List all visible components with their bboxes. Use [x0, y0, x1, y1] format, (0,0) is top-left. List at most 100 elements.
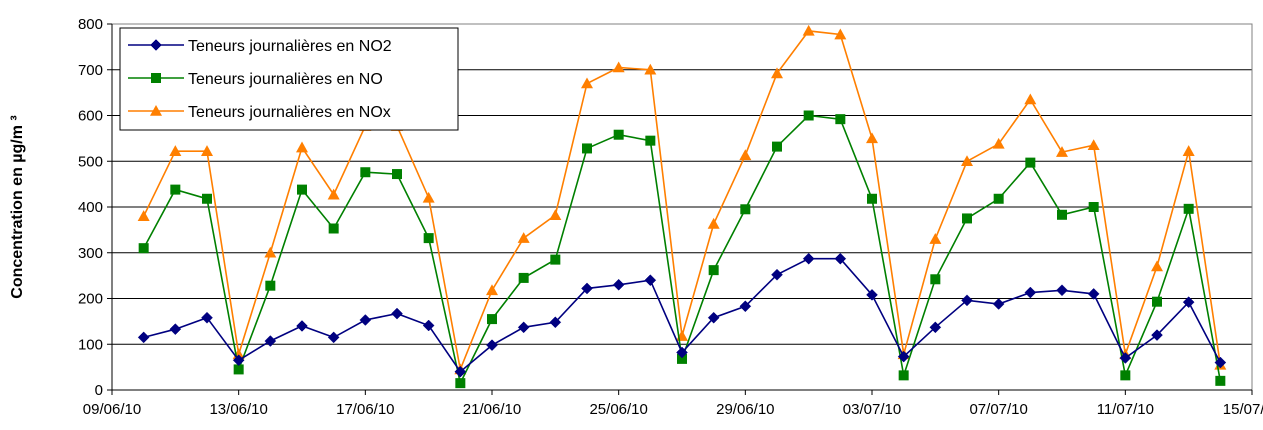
data-point-square [423, 233, 434, 244]
data-point-diamond [232, 354, 245, 367]
data-point-diamond [676, 346, 688, 359]
data-point-triangle [486, 284, 498, 296]
legend-item: Teneurs journalières en NOx [128, 104, 391, 121]
data-point-square [993, 193, 1004, 204]
x-tick-label: 07/07/10 [969, 401, 1027, 418]
legend-label: Teneurs journalières en NOx [188, 104, 391, 121]
series-layer [137, 24, 1227, 389]
data-point-triangle [802, 24, 815, 36]
data-point-triangle [771, 67, 783, 79]
data-point-diamond [707, 311, 720, 324]
x-tick-label: 03/07/10 [843, 401, 901, 418]
data-point-diamond [359, 314, 372, 326]
data-point-diamond [137, 331, 150, 344]
data-point-square [930, 274, 941, 285]
data-point-triangle [961, 155, 973, 167]
data-point-square [360, 167, 371, 178]
data-point-diamond [866, 288, 878, 301]
data-point-square [1183, 203, 1194, 214]
data-point-diamond [327, 331, 340, 344]
data-point-square [455, 378, 466, 389]
data-point-diamond [422, 319, 435, 332]
y-tick-label: 0 [95, 382, 103, 399]
data-point-diamond [802, 252, 815, 265]
x-tick-label: 09/06/10 [83, 401, 141, 418]
data-point-square [487, 314, 497, 325]
y-tick-label: 700 [78, 62, 103, 79]
data-point-triangle [422, 191, 435, 203]
y-tick-label: 100 [78, 336, 103, 353]
data-point-diamond [1119, 352, 1132, 364]
data-point-triangle [549, 209, 562, 221]
data-point-diamond [771, 268, 783, 281]
data-point-square [582, 143, 592, 154]
data-point-triangle [137, 210, 150, 221]
data-point-diamond [739, 300, 752, 313]
data-point-diamond [961, 294, 973, 307]
data-point-diamond [612, 278, 625, 291]
data-point-diamond [1214, 356, 1227, 369]
data-point-diamond [1182, 296, 1195, 309]
data-point-diamond [897, 350, 910, 363]
data-point-square [613, 129, 624, 140]
y-tick-label: 200 [78, 291, 103, 308]
data-point-diamond [201, 311, 213, 324]
data-point-triangle [1182, 145, 1195, 156]
x-tick-label: 29/06/10 [716, 401, 774, 418]
data-point-diamond [929, 321, 942, 334]
data-point-triangle [992, 137, 1005, 149]
data-point-square [772, 141, 782, 152]
y-axis-label: Concentration en µg/m ³ [9, 115, 26, 298]
data-point-square [328, 223, 339, 234]
data-point-square [708, 265, 719, 276]
data-point-triangle [644, 63, 657, 75]
legend-label: Teneurs journalières en NO2 [188, 38, 392, 55]
axes: 0 100 200 300 400 500 600 700 800 09/06/10 13/06/1… [78, 16, 1263, 418]
data-point-triangle [517, 232, 530, 243]
data-point-triangle [150, 105, 162, 116]
legend-label: Teneurs journalières en NO [188, 71, 383, 88]
data-point-diamond [1087, 288, 1100, 300]
data-point-triangle [581, 77, 593, 89]
data-point-diamond [517, 321, 530, 334]
data-point-triangle [866, 132, 878, 144]
data-point-square [740, 204, 751, 215]
x-tick-label: 13/06/10 [209, 401, 267, 418]
data-point-square [202, 193, 212, 204]
data-point-square [518, 272, 529, 283]
x-tick-label: 15/07/10 [1223, 401, 1263, 418]
data-point-square [1152, 296, 1162, 307]
data-point-square [1057, 209, 1067, 220]
data-point-diamond [486, 339, 498, 352]
data-point-square [645, 135, 656, 146]
data-point-square [803, 110, 814, 121]
data-point-triangle [296, 141, 308, 153]
legend-item: Teneurs journalières en NO2 [128, 38, 392, 55]
y-tick-label: 600 [78, 108, 103, 125]
data-point-square [392, 169, 402, 180]
data-point-triangle [612, 61, 625, 73]
y-tick-label: 400 [78, 199, 103, 216]
data-point-square [835, 114, 846, 125]
data-point-diamond [264, 335, 277, 347]
data-point-diamond [1024, 286, 1037, 299]
data-point-triangle [327, 188, 340, 200]
legend: Teneurs journalières en NO2 Teneurs journ… [119, 27, 459, 131]
data-point-square [867, 193, 877, 204]
data-point-square [233, 364, 244, 375]
data-point-square [151, 73, 161, 83]
series-1 [137, 252, 1227, 378]
data-point-triangle [264, 246, 277, 258]
data-point-triangle [1024, 93, 1037, 105]
data-point-diamond [296, 320, 308, 332]
data-point-triangle [739, 149, 752, 161]
data-point-diamond [549, 316, 562, 329]
data-point-square [138, 243, 149, 254]
data-point-diamond [992, 298, 1005, 310]
data-point-square [265, 280, 276, 291]
data-point-diamond [454, 365, 467, 378]
x-tick-label: 25/06/10 [589, 401, 647, 418]
data-point-square [962, 213, 972, 224]
data-point-diamond [581, 282, 593, 295]
